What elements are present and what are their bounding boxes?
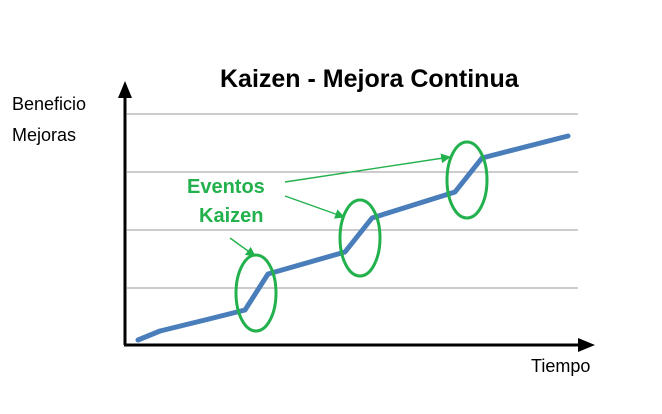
annotation-arrows <box>229 153 451 257</box>
annotation-line1: Eventos <box>187 176 265 198</box>
arrow-right-icon <box>229 237 256 257</box>
improvement-line <box>135 133 571 343</box>
kaizen-event-ellipse-3 <box>445 140 489 220</box>
y-axis-label-line2: Mejoras <box>12 125 76 145</box>
axes <box>123 96 578 347</box>
diagram-title: Kaizen - Mejora Continua <box>220 65 520 93</box>
arrow-right-icon <box>578 338 595 352</box>
kaizen-events <box>234 140 489 333</box>
x-axis-label: Tiempo <box>531 356 590 376</box>
arrow-right-icon <box>284 195 345 219</box>
kaizen-event-ellipse-2 <box>338 198 382 278</box>
arrow-up-icon <box>118 81 132 98</box>
arrow-right-icon <box>284 153 451 183</box>
annotation-line2: Kaizen <box>199 205 263 227</box>
grid-lines <box>127 113 578 289</box>
y-axis-label-line1: Beneficio <box>12 94 86 114</box>
kaizen-event-ellipse-1 <box>234 253 278 333</box>
